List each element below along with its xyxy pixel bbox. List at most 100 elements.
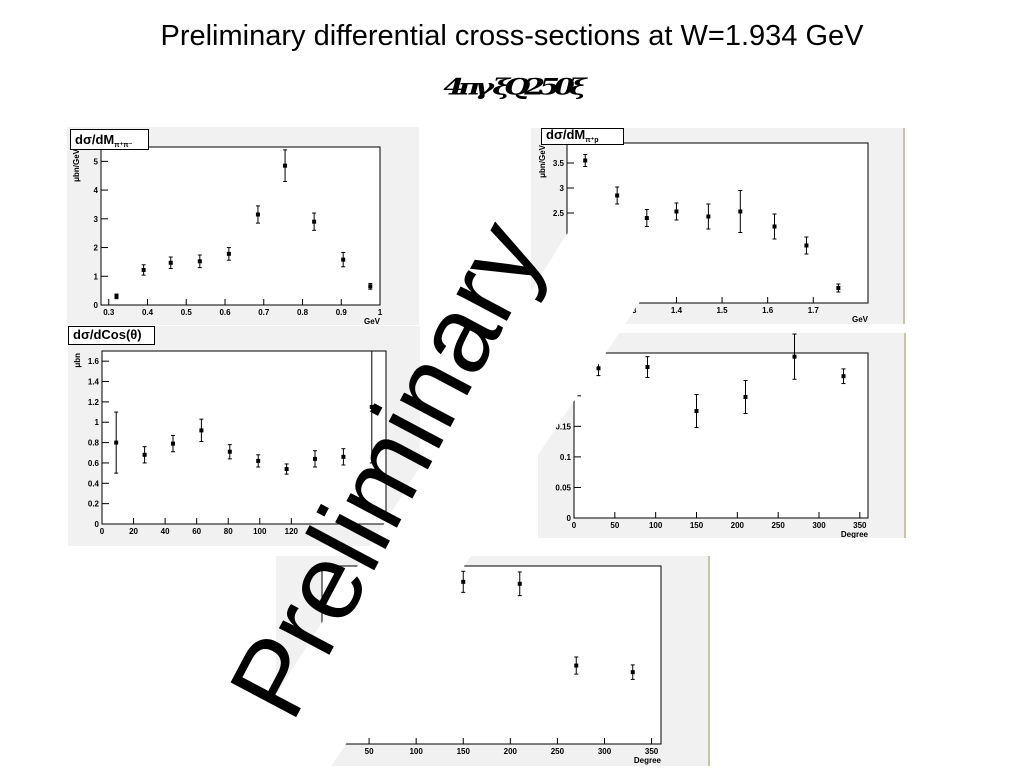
chart-4-x-tick-label: 300 — [812, 521, 826, 530]
chart-1-point — [368, 284, 373, 289]
chart-3-point — [171, 441, 175, 446]
chart-4-plot-area — [573, 352, 869, 519]
chart-2-point — [738, 209, 743, 214]
chart-1-x-tick-label: 0.5 — [181, 308, 193, 317]
chart-4-x-tick-label: 250 — [771, 521, 785, 530]
chart-1-title: dσ/dMπ⁺π⁻ — [75, 132, 133, 149]
chart-4-x-label: Degree — [841, 530, 869, 538]
chart-3-x-tick-label: 100 — [253, 527, 267, 536]
chart-1-point — [283, 163, 288, 168]
chart-1-x-tick-label: 0.4 — [142, 308, 154, 317]
chart-5-x-tick-label: 50 — [365, 747, 374, 756]
chart-4-point — [841, 374, 846, 379]
chart-1-point — [255, 212, 260, 217]
chart-panel-dsigma-dm-pipi: 0.3 0.4 0.5 0.6 0.7 0.8 0.9 1 0 1 2 3 4 5 μbn/GeV GeV dσ… — [67, 127, 419, 325]
slide-title: Preliminary differential cross-sections … — [160, 20, 864, 52]
chart-5-point — [461, 579, 466, 584]
chart-2-point — [706, 214, 711, 219]
chart-3-title-main: dσ/dCos(θ) — [73, 327, 142, 342]
chart-1-x-label: GeV — [364, 317, 381, 325]
chart-1-point — [341, 257, 346, 262]
chart-5-x-tick-label: 350 — [645, 747, 659, 756]
chart-3-title-box — [68, 326, 155, 345]
chart-1-title-main: dσ/dM — [75, 132, 114, 147]
chart-4-y-tick-label: 0.05 — [555, 483, 571, 492]
chart-2-y-label: μbn/GeV — [538, 144, 547, 178]
chart-3-y-tick-label: 0.6 — [88, 459, 100, 468]
chart-2-point — [804, 243, 809, 248]
chart-2-x-tick-label: 1.3 — [625, 306, 637, 315]
chart-2-title-box — [541, 128, 624, 145]
chart-dsigma-dcos: 0 20 40 60 80 100 120 0 0.2 0.4 0.6 0.8 1 1.2 1.4 1.6 μb… — [68, 326, 387, 536]
chart-5-x-tick-label: 200 — [504, 747, 518, 756]
chart-4-point — [792, 354, 797, 359]
chart-2-point — [674, 209, 679, 214]
chart-1-point — [226, 251, 231, 256]
chart-1-y-tick-label: 1 — [94, 272, 99, 281]
chart-4-y-tick-label: 0 — [567, 514, 572, 523]
chart-1-point — [197, 259, 202, 264]
chart-1-point — [168, 260, 173, 265]
chart-3-y-tick-label: 0.8 — [88, 439, 100, 448]
chart-2-y-tick-label: 3 — [560, 184, 565, 193]
chart-2-point — [583, 158, 588, 163]
chart-4-y-tick-label: 0.15 — [555, 422, 571, 431]
chart-5-x-tick-label: 250 — [551, 747, 565, 756]
chart-5-point — [574, 663, 579, 668]
chart-3-x-tick-label: 0 — [100, 527, 105, 536]
chart-3-point — [142, 452, 147, 457]
chart-3-y-tick-label: 0.2 — [88, 500, 100, 509]
chart-4-x-tick-label: 100 — [649, 521, 663, 530]
chart-3-point — [369, 404, 374, 409]
chart-1-y-tick-label: 0 — [94, 301, 99, 310]
chart-2-y-tick-label: 2.5 — [553, 209, 565, 218]
chart-2-x-tick-label: 1.7 — [808, 306, 820, 315]
chart-2-point — [836, 286, 841, 290]
chart-1-x-tick-label: 0.9 — [336, 308, 348, 317]
chart-panel-dsigma-dcos: 0 20 40 60 80 100 120 0 0.2 0.4 0.6 0.8 1 1.2 1.4 1.6 μb… — [68, 326, 420, 546]
chart-2-point — [615, 193, 620, 198]
chart-4-point — [645, 365, 650, 370]
chart-1-y-label: μbn/GeV — [72, 148, 81, 182]
chart-3-y-tick-label: 1.6 — [88, 357, 100, 366]
chart-4-point — [694, 409, 699, 414]
chart-1-x-tick-label: 1 — [378, 308, 383, 317]
chart-1-point — [114, 294, 119, 299]
chart-4-x-tick-label: 50 — [610, 521, 619, 530]
chart-3-x-tick-label: 60 — [192, 527, 201, 536]
chart-1-title-box — [70, 129, 149, 150]
chart-dsigma-dm-pip: 1.3 1.4 1.5 1.6 1.7 2.5 3 3.5 μbn/GeV GeV dσ/dMπ⁺p — [538, 128, 869, 324]
chart-2-point — [772, 224, 777, 229]
chart-3-plot-area — [101, 350, 387, 525]
chart-3-x-tick-label: 80 — [224, 527, 233, 536]
chart-3-y-tick-label: 0 — [95, 520, 100, 529]
chart-1-point — [141, 267, 146, 272]
chart-5-x-label: Degree — [634, 756, 662, 765]
chart-1-point — [312, 219, 317, 224]
chart-4-point — [596, 366, 601, 371]
chart-2-x-tick-label: 1.4 — [671, 306, 683, 315]
chart-3-x-tick-label: 20 — [129, 527, 138, 536]
chart-4-x-tick-label: 150 — [690, 521, 704, 530]
chart-1-x-tick-label: 0.3 — [103, 308, 115, 317]
chart-2-title-main: dσ/dM — [546, 128, 585, 142]
chart-3-title: dσ/dCos(θ) — [73, 327, 142, 342]
chart-panel-angle-bottom: 50 100 150 200 250 300 350 Degree — [276, 556, 708, 766]
chart-dsigma-dm-pipi: 0.3 0.4 0.5 0.6 0.7 0.8 0.9 1 0 1 2 3 4 5 μbn/GeV GeV dσ… — [70, 129, 383, 325]
chart-4-point — [743, 395, 748, 399]
chart-5-x-tick-label: 100 — [409, 747, 423, 756]
chart-1-title-sub: π⁺π⁻ — [114, 142, 132, 149]
chart-1-x-tick-label: 0.6 — [219, 308, 231, 317]
chart-panel-angle-right: 0 50 100 150 200 250 300 350 0 0.05 0.1 0.15 0.2 Degr… — [538, 333, 904, 538]
chart-panel-dsigma-dm-pip: 1.3 1.4 1.5 1.6 1.7 2.5 3 3.5 μbn/GeV GeV dσ/dMπ⁺p — [531, 128, 903, 324]
chart-5-x-tick-label: 150 — [457, 747, 471, 756]
chart-1-plot-area — [100, 146, 381, 306]
chart-2-title: dσ/dMπ⁺p — [546, 128, 599, 144]
chart-3-y-label: μbn — [73, 353, 82, 368]
chart-5-point — [630, 670, 635, 675]
chart-1-y-tick-label: 3 — [94, 215, 99, 224]
chart-5-point — [404, 636, 409, 641]
chart-3-point — [256, 458, 261, 463]
chart-2-plot-area — [566, 142, 869, 304]
